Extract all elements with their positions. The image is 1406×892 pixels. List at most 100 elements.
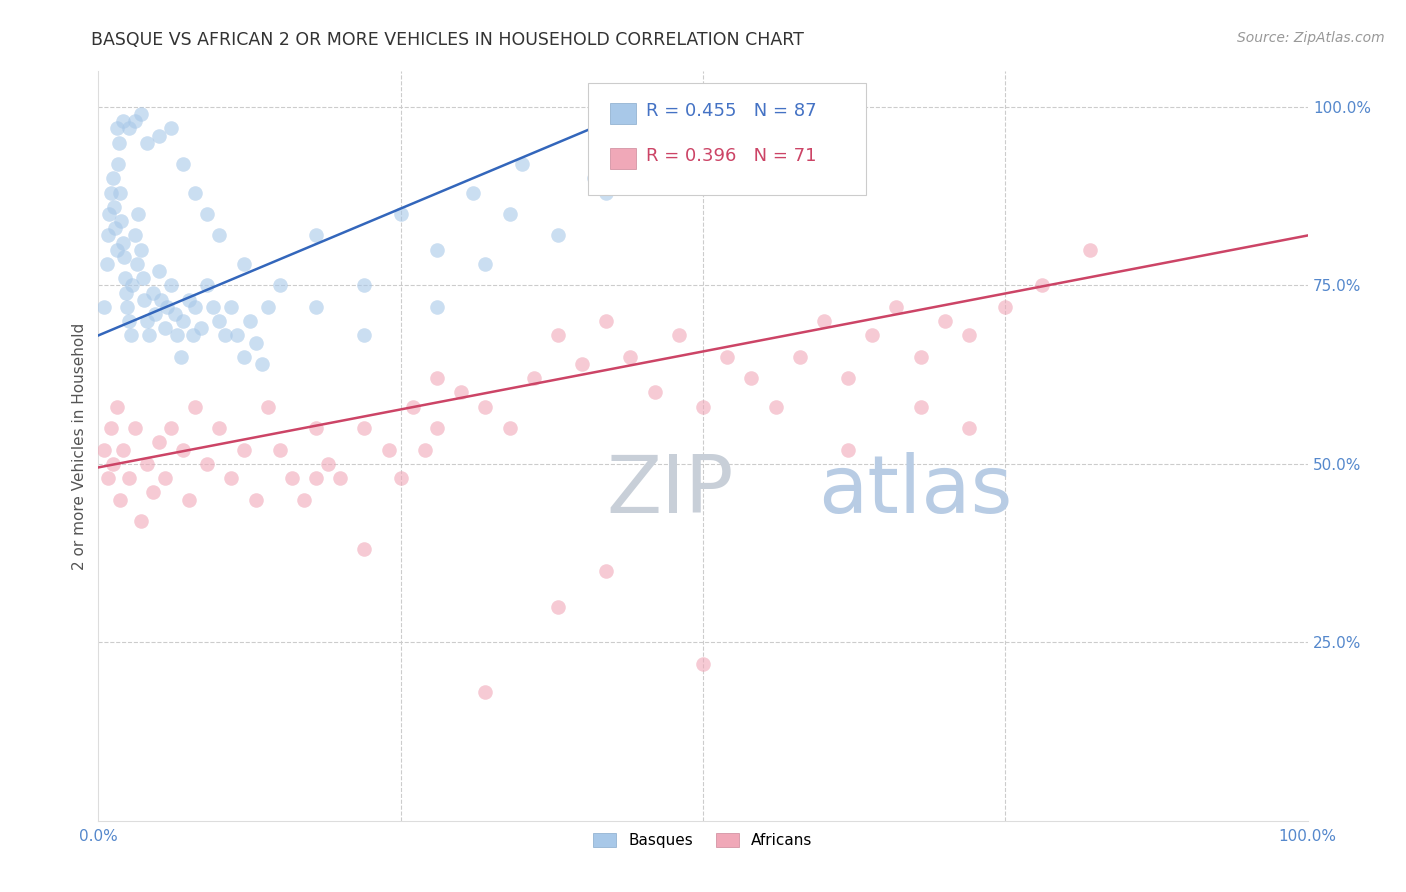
Point: [127, 207, 149, 221]
Point: [124, 114, 146, 128]
Point: [118, 314, 141, 328]
Y-axis label: 2 or more Vehicles in Household: 2 or more Vehicles in Household: [72, 322, 87, 570]
Point: [595, 186, 617, 200]
Point: [148, 128, 170, 143]
Point: [153, 471, 176, 485]
Point: [132, 271, 155, 285]
Point: [547, 228, 569, 243]
Point: [269, 442, 291, 457]
Legend: Basques, Africans: Basques, Africans: [588, 827, 818, 855]
Point: [124, 421, 146, 435]
Point: [510, 157, 533, 171]
Point: [957, 421, 980, 435]
Point: [644, 385, 666, 400]
Point: [910, 400, 932, 414]
Point: [353, 328, 375, 343]
Point: [172, 314, 194, 328]
Point: [523, 371, 546, 385]
Point: [98, 207, 121, 221]
Point: [108, 492, 131, 507]
Point: [837, 121, 859, 136]
Point: [172, 442, 194, 457]
Point: [1078, 243, 1101, 257]
Point: [117, 300, 139, 314]
Point: [138, 328, 160, 343]
Point: [426, 371, 449, 385]
Point: [583, 171, 606, 186]
Point: [100, 186, 122, 200]
Point: [245, 492, 267, 507]
Point: [498, 207, 520, 221]
Point: [160, 121, 183, 136]
Point: [104, 221, 127, 235]
Point: [269, 278, 291, 293]
Bar: [610, 148, 637, 169]
Point: [474, 400, 496, 414]
Point: [115, 285, 138, 300]
Text: R = 0.455   N = 87: R = 0.455 N = 87: [647, 102, 817, 120]
Point: [96, 257, 118, 271]
Point: [994, 300, 1017, 314]
Point: [184, 300, 207, 314]
Point: [108, 136, 131, 150]
Point: [668, 328, 690, 343]
Point: [1031, 278, 1053, 293]
Point: [226, 328, 249, 343]
Point: [389, 471, 412, 485]
Point: [172, 157, 194, 171]
Point: [127, 257, 149, 271]
Point: [101, 171, 124, 186]
Point: [474, 685, 496, 699]
Point: [547, 328, 569, 343]
Point: [108, 186, 131, 200]
Point: [179, 293, 201, 307]
Point: [135, 136, 157, 150]
Point: [860, 328, 883, 343]
Point: [239, 314, 262, 328]
Point: [101, 457, 124, 471]
Point: [402, 400, 425, 414]
Point: [112, 250, 135, 264]
Point: [305, 421, 328, 435]
Point: [110, 214, 132, 228]
Point: [256, 400, 278, 414]
Text: BASQUE VS AFRICAN 2 OR MORE VEHICLES IN HOUSEHOLD CORRELATION CHART: BASQUE VS AFRICAN 2 OR MORE VEHICLES IN …: [91, 31, 804, 49]
Point: [692, 400, 714, 414]
Point: [232, 257, 254, 271]
Point: [111, 442, 134, 457]
Point: [547, 599, 569, 614]
Point: [105, 121, 128, 136]
Point: [121, 278, 143, 293]
Point: [305, 471, 328, 485]
Point: [765, 400, 787, 414]
Point: [353, 278, 375, 293]
Point: [305, 228, 328, 243]
Point: [105, 243, 128, 257]
Point: [195, 207, 218, 221]
Point: [184, 400, 207, 414]
Point: [160, 421, 183, 435]
Point: [153, 321, 176, 335]
Point: [97, 228, 120, 243]
Point: [377, 442, 399, 457]
Point: [631, 157, 654, 171]
Point: [134, 293, 156, 307]
Point: [100, 421, 122, 435]
Point: [118, 471, 141, 485]
Point: [148, 435, 170, 450]
Point: [886, 300, 908, 314]
Point: [208, 228, 231, 243]
Point: [292, 492, 315, 507]
Point: [316, 457, 339, 471]
Point: [120, 328, 142, 343]
Point: [105, 400, 128, 414]
Text: atlas: atlas: [818, 452, 1012, 530]
FancyBboxPatch shape: [588, 83, 866, 195]
Point: [160, 278, 183, 293]
Point: [716, 350, 738, 364]
Point: [305, 300, 328, 314]
Point: [498, 421, 520, 435]
Text: ZIP: ZIP: [606, 452, 734, 530]
Point: [463, 186, 485, 200]
Point: [413, 442, 436, 457]
